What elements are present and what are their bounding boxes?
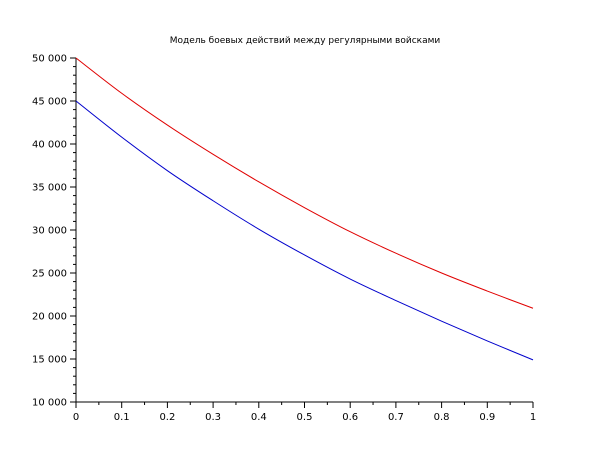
y-tick-label: 45 000 (32, 97, 67, 108)
chart-title: Модель боевых действий между регулярными… (170, 36, 441, 46)
y-tick-label: 20 000 (32, 312, 67, 323)
x-tick-label: 0.6 (342, 412, 358, 423)
y-tick-label: 25 000 (32, 269, 67, 280)
x-tick-label: 0.1 (114, 412, 130, 423)
y-tick-label: 30 000 (32, 226, 67, 237)
y-tick-label: 50 000 (32, 54, 67, 65)
x-tick-label: 1 (530, 412, 536, 423)
x-ticks: 0 0.1 0.2 0.3 0.4 0.5 0.6 0.7 0.8 0.9 1 (73, 402, 536, 423)
x-tick-label: 0 (73, 412, 79, 423)
series-line-2 (75, 100, 534, 361)
x-tick-label: 0.9 (479, 412, 495, 423)
x-tick-label: 0.3 (205, 412, 221, 423)
y-tick-label: 10 000 (32, 398, 67, 409)
y-ticks: 10 000 15 000 20 000 25 000 30 000 35 000 40 0… (32, 54, 76, 409)
y-tick-label: 35 000 (32, 183, 67, 194)
x-tick-label: 0.4 (251, 412, 267, 423)
x-tick-label: 0.2 (159, 412, 175, 423)
x-tick-label: 0.8 (434, 412, 450, 423)
series-layer (75, 57, 534, 361)
y-tick-label: 15 000 (32, 355, 67, 366)
x-tick-label: 0.5 (297, 412, 313, 423)
series-line-1 (75, 57, 534, 309)
x-tick-label: 0.7 (388, 412, 404, 423)
y-tick-label: 40 000 (32, 140, 67, 151)
